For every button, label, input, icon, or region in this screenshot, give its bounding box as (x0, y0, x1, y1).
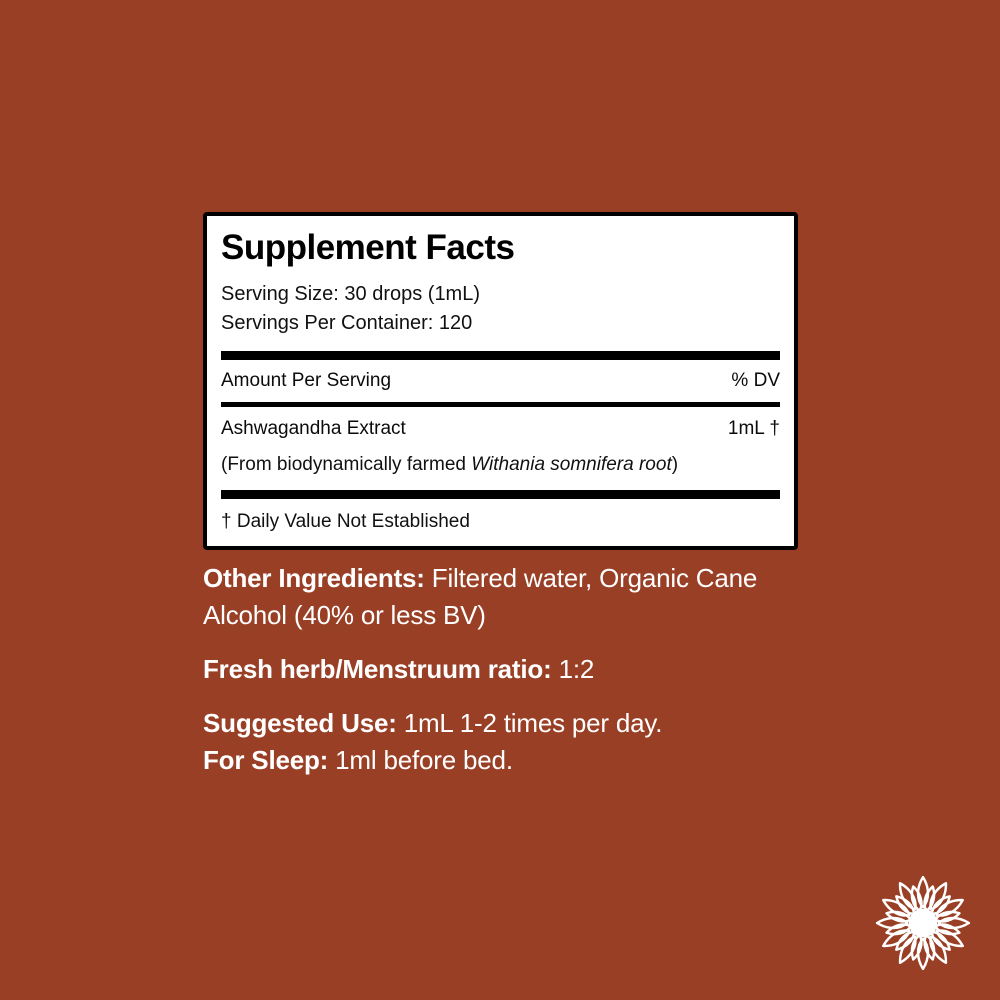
ratio-label: Fresh herb/Menstruum ratio: (203, 654, 552, 684)
source-suffix: ) (671, 454, 679, 476)
ingredient-row: Ashwagandha Extract 1mL † (221, 407, 780, 447)
amount-per-serving-row: Amount Per Serving % DV (221, 360, 780, 402)
ingredient-amount: 1mL † (727, 418, 780, 440)
divider-thin (221, 402, 780, 408)
for-sleep-value: 1ml before bed. (335, 745, 513, 775)
source-latin-name: Withania somnifera root (471, 454, 672, 476)
label-details: Other Ingredients: Filtered water, Organ… (203, 560, 763, 796)
for-sleep-label: For Sleep: (203, 745, 329, 775)
lotus-mandala-icon (872, 872, 974, 974)
other-ingredients-label: Other Ingredients: (203, 563, 425, 593)
panel-title: Supplement Facts (221, 228, 515, 267)
divider-thick-top (221, 351, 780, 361)
source-prefix: (From biodynamically farmed (221, 454, 466, 476)
divider-thick-bottom (221, 490, 780, 500)
suggested-use-line: Suggested Use: 1mL 1-2 times per day. (203, 705, 763, 742)
amount-per-serving-label: Amount Per Serving (221, 370, 392, 392)
ratio-section: Fresh herb/Menstruum ratio: 1:2 (203, 651, 763, 688)
serving-size: Serving Size: 30 drops (1mL) (221, 283, 481, 306)
supplement-facts-panel: Supplement Facts Serving Size: 30 drops … (203, 212, 798, 550)
for-sleep-line: For Sleep: 1ml before bed. (203, 742, 763, 779)
dv-label: % DV (731, 370, 780, 392)
serving-info: Serving Size: 30 drops (1mL) Servings Pe… (221, 280, 780, 338)
ingredient-source: (From biodynamically farmed Withania som… (221, 447, 780, 490)
usage-section: Suggested Use: 1mL 1-2 times per day. Fo… (203, 705, 763, 779)
dv-footnote: † Daily Value Not Established (221, 511, 470, 533)
other-ingredients-section: Other Ingredients: Filtered water, Organ… (203, 560, 763, 634)
suggested-use-value: 1mL 1-2 times per day. (403, 708, 663, 738)
ratio-value: 1:2 (558, 654, 595, 684)
suggested-use-label: Suggested Use: (203, 708, 397, 738)
servings-per-container: Servings Per Container: 120 (221, 312, 473, 335)
other-ingredients-value: Filtered water, Organic Cane Alcohol (40… (203, 563, 758, 630)
ingredient-name: Ashwagandha Extract (221, 418, 406, 440)
